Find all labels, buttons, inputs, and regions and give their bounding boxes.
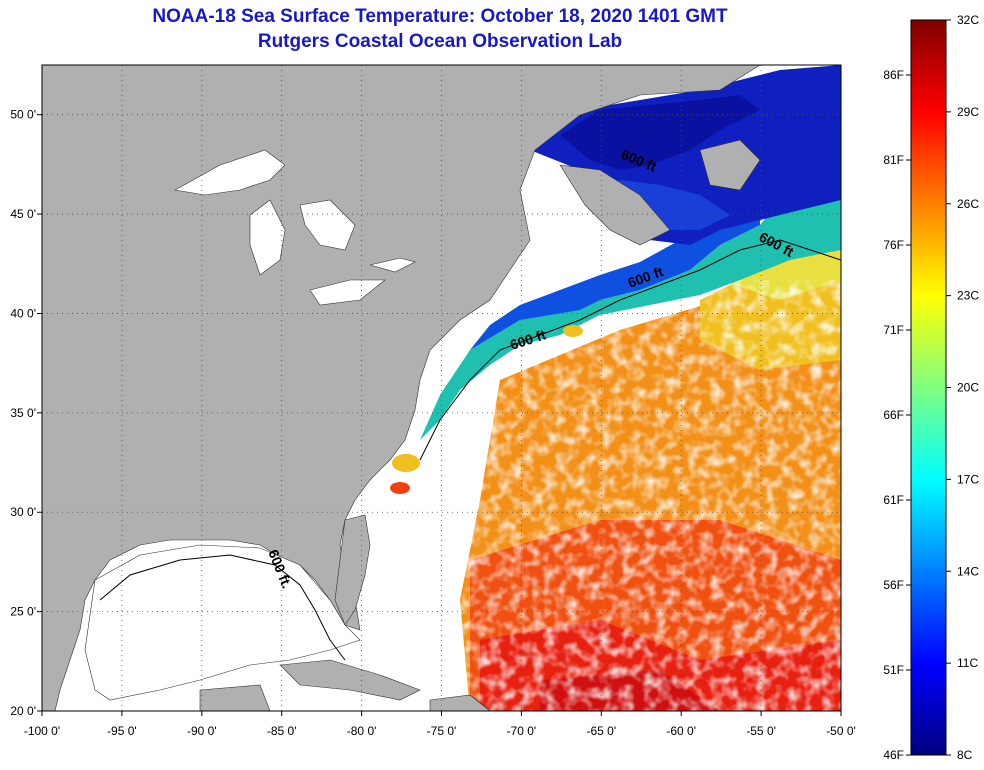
fahrenheit-label: 76F — [883, 238, 904, 252]
graticule — [42, 65, 841, 711]
lon-tick-label: -65 0' — [586, 724, 616, 738]
celsius-label: 29C — [957, 105, 979, 119]
lon-tick-label: -60 0' — [666, 724, 696, 738]
florida-peninsula — [334, 514, 371, 626]
colorbar-labels: 32C 29C 26C 23C 20C 17C 14C 11C 8C 86F 81F 76F 71F 66… — [883, 13, 979, 762]
land-masses — [42, 65, 761, 711]
colorbar-scale — [910, 19, 947, 756]
lon-tick-label: -80 0' — [347, 724, 377, 738]
gulf-of-mexico — [84, 544, 361, 701]
lat-tick-label: 45 0' — [10, 207, 36, 221]
fahrenheit-label: 56F — [883, 578, 904, 592]
celsius-label: 14C — [957, 564, 979, 578]
lat-tick-label: 30 0' — [10, 505, 36, 519]
fahrenheit-label: 71F — [883, 323, 904, 337]
celsius-label: 26C — [957, 197, 979, 211]
celsius-label: 17C — [957, 472, 979, 486]
fahrenheit-label: 51F — [883, 663, 904, 677]
lon-tick-label: -55 0' — [746, 724, 776, 738]
fahrenheit-label: 46F — [883, 748, 904, 762]
lon-tick-label: -50 0' — [826, 724, 856, 738]
fahrenheit-label: 66F — [883, 408, 904, 422]
celsius-label: 8C — [957, 748, 973, 762]
celsius-label: 23C — [957, 289, 979, 303]
great-lakes — [174, 149, 416, 306]
lat-tick-label: 40 0' — [10, 306, 36, 320]
map-title: NOAA-18 Sea Surface Temperature: October… — [152, 6, 728, 27]
fahrenheit-label: 61F — [883, 493, 904, 507]
lat-tick-label: 20 0' — [10, 704, 36, 718]
lat-tick-label: 50 0' — [10, 108, 36, 122]
lat-tick-label: 35 0' — [10, 406, 36, 420]
lon-tick-label: -95 0' — [107, 724, 137, 738]
fahrenheit-label: 86F — [883, 68, 904, 82]
lon-tick-label: -70 0' — [507, 724, 537, 738]
lon-tick-label: -85 0' — [267, 724, 297, 738]
depth-contour-600ft-gulf — [99, 554, 346, 661]
lat-tick-label: 25 0' — [10, 605, 36, 619]
axis-ticks: -100 0' -95 0' -90 0' -85 0' -80 0' -75 0' -70… — [10, 108, 855, 738]
celsius-label: 32C — [957, 13, 979, 27]
lon-tick-label: -100 0' — [24, 724, 60, 738]
lon-tick-label: -75 0' — [427, 724, 457, 738]
map-subtitle: Rutgers Coastal Ocean Observation Lab — [257, 31, 623, 52]
depth-contour-600ft — [419, 239, 841, 461]
lon-tick-label: -90 0' — [187, 724, 217, 738]
fahrenheit-label: 81F — [883, 153, 904, 167]
celsius-label: 20C — [957, 381, 979, 395]
celsius-label: 11C — [957, 656, 978, 670]
